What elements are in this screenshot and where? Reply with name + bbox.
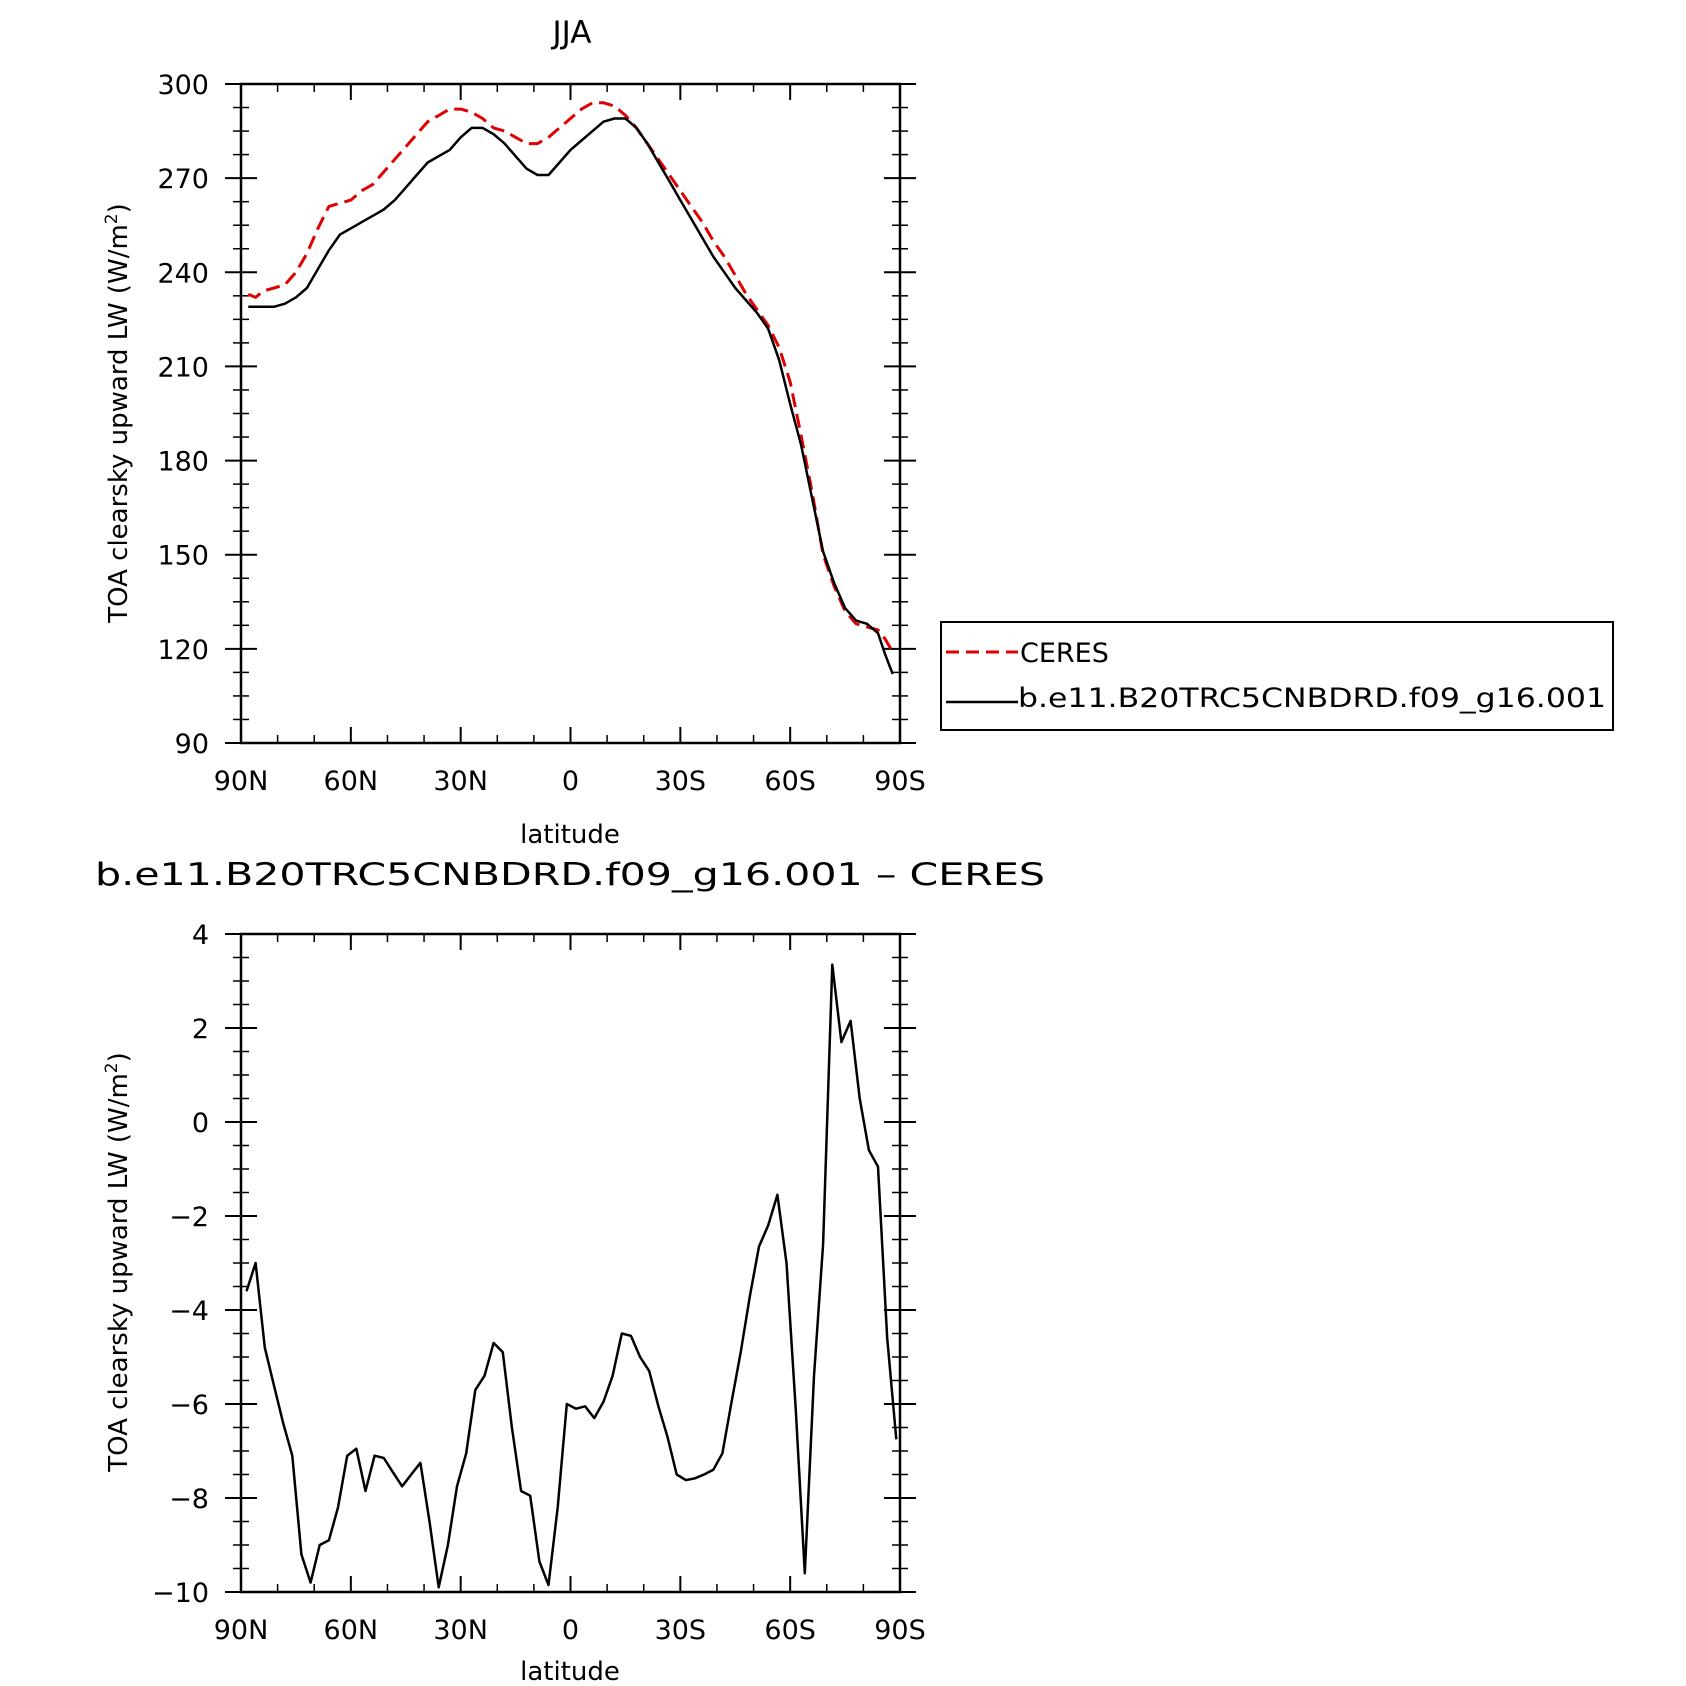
top-y-axis-label: TOA clearsky upward LW (W/m2)	[102, 203, 134, 624]
bottom-x-tick-label: 60N	[324, 1615, 379, 1646]
bottom-series-group	[245, 963, 898, 1589]
top-x-tick-label: 30N	[433, 766, 488, 797]
top-y-tick-label: 150	[157, 541, 209, 572]
bottom-y-axis-label: TOA clearsky upward LW (W/m2)	[102, 1052, 134, 1473]
top-x-axis-label: latitude	[520, 820, 620, 850]
top-series-line-model	[248, 117, 894, 675]
bottom-y-tick-labels: −10 −8 −6 −4 −2 0 2 4	[152, 920, 209, 1609]
bottom-x-tick-label: 0	[562, 1615, 579, 1646]
top-chart-title: JJA	[551, 15, 592, 51]
top-y-tick-labels: 90 120 150 180 210 240 270 300	[157, 70, 209, 760]
bottom-chart-title: b.e11.B20TRC5CNBDRD.f09_g16.001 – CERES	[95, 857, 1045, 893]
bottom-y-tick-label: −10	[152, 1578, 209, 1609]
top-plot-frame	[239, 82, 902, 745]
bottom-axis-ticks	[225, 933, 916, 1593]
bottom-y-tick-label: 2	[192, 1014, 209, 1045]
top-x-tick-label: 0	[562, 766, 579, 797]
legend-label-ceres: CERES	[1020, 638, 1109, 669]
bottom-x-axis-label: latitude	[520, 1657, 620, 1686]
bottom-y-tick-label: −6	[169, 1390, 209, 1421]
bottom-x-tick-label: 90N	[214, 1615, 269, 1646]
top-series-group	[247, 101, 894, 675]
bottom-x-tick-label: 90S	[874, 1615, 926, 1646]
top-series-line-ceres	[247, 101, 894, 653]
top-x-tick-label: 90S	[874, 766, 926, 797]
top-x-tick-label: 60N	[324, 766, 379, 797]
bottom-y-tick-label: 4	[192, 920, 209, 951]
top-legend: CERES b.e11.B20TRC5CNBDRD.f09_g16.001	[940, 621, 1614, 731]
top-x-tick-labels: 90N 60N 30N 0 30S 60S 90S	[214, 766, 926, 797]
top-chart: JJA 90N 60N 30N 0 30S 60S 90S 90 120 150 180 210 24…	[102, 15, 1614, 850]
legend-box	[940, 621, 1614, 731]
top-y-tick-label: 210	[157, 352, 209, 383]
bottom-x-tick-label: 60S	[764, 1615, 816, 1646]
bottom-x-tick-labels: 90N 60N 30N 0 30S 60S 90S	[214, 1615, 926, 1646]
bottom-y-tick-label: 0	[192, 1108, 209, 1139]
bottom-chart: b.e11.B20TRC5CNBDRD.f09_g16.001 – CERES …	[95, 857, 1045, 1686]
bottom-series-line-model	[245, 963, 898, 1589]
top-y-tick-label: 180	[157, 447, 209, 478]
top-y-tick-label: 240	[157, 258, 209, 289]
legend-label-model: b.e11.B20TRC5CNBDRD.f09_g16.001	[1018, 683, 1606, 714]
bottom-y-tick-label: −8	[169, 1484, 209, 1515]
bottom-y-tick-label: −4	[169, 1296, 209, 1327]
top-y-tick-label: 120	[157, 635, 209, 666]
top-y-tick-label: 270	[157, 164, 209, 195]
bottom-x-tick-label: 30N	[433, 1615, 488, 1646]
bottom-y-tick-label: −2	[169, 1202, 209, 1233]
top-x-tick-label: 90N	[214, 766, 269, 797]
top-x-tick-label: 60S	[764, 766, 816, 797]
top-x-tick-label: 30S	[655, 766, 707, 797]
top-y-tick-label: 300	[157, 70, 209, 101]
top-y-tick-label: 90	[175, 729, 209, 760]
bottom-x-tick-label: 30S	[655, 1615, 707, 1646]
top-axis-ticks	[225, 83, 916, 744]
